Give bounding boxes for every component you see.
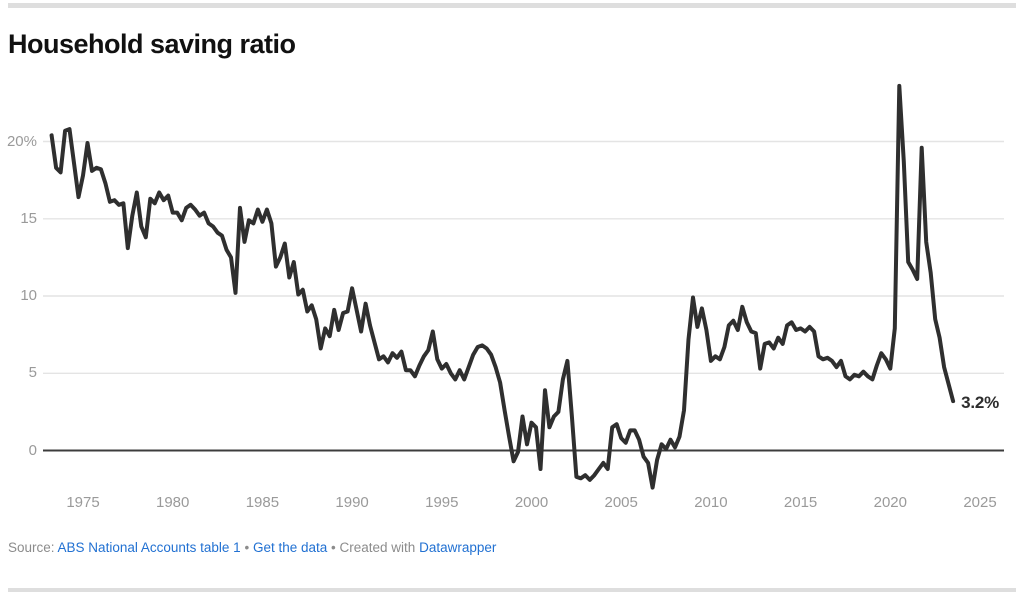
bottom-divider (8, 588, 1016, 592)
saving-ratio-line[interactable] (49, 83, 956, 490)
footer: Source: ABS National Accounts table 1 • … (8, 540, 496, 555)
datawrapper-link[interactable]: Datawrapper (419, 540, 497, 555)
created-with-label: Created with (339, 540, 416, 555)
get-the-data-link[interactable]: Get the data (252, 540, 328, 555)
footer-separator: • (331, 540, 336, 555)
source-link[interactable]: ABS National Accounts table 1 (57, 540, 241, 555)
page-title: Household saving ratio (8, 29, 296, 59)
footer-separator: • (244, 540, 250, 555)
top-divider (8, 3, 1016, 8)
source-label: Source: (8, 540, 55, 555)
